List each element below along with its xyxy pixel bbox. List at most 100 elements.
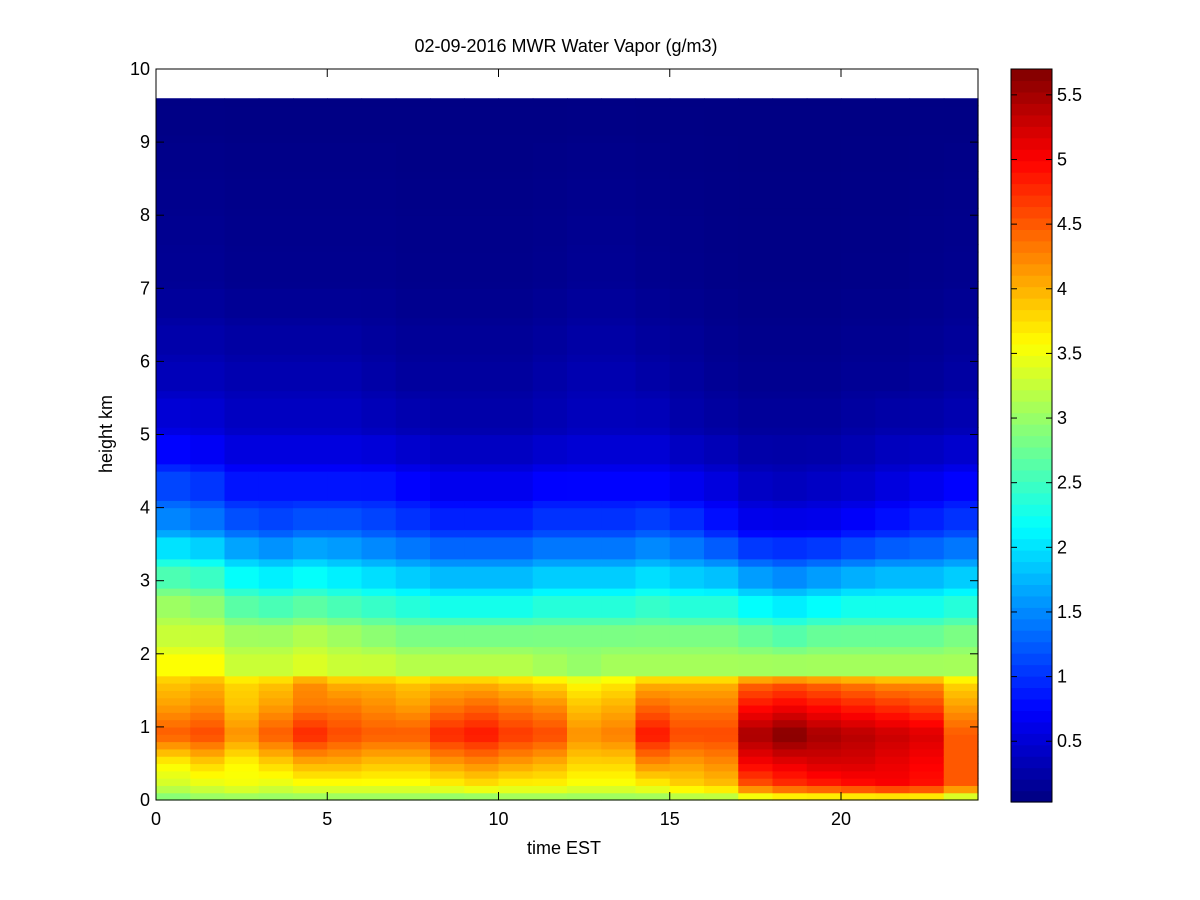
heatmap-cell xyxy=(909,207,945,216)
heatmap-cell xyxy=(738,588,774,596)
heatmap-cell xyxy=(635,171,671,180)
heatmap-cell xyxy=(841,712,876,721)
heatmap-cell xyxy=(224,471,260,501)
heatmap-cell xyxy=(156,653,191,677)
heatmap-cell xyxy=(704,588,739,596)
heatmap-cell xyxy=(635,500,671,509)
heatmap-cell xyxy=(361,134,397,143)
heatmap-cell xyxy=(909,463,945,472)
heatmap-cell xyxy=(601,507,637,531)
heatmap-cell xyxy=(532,317,568,326)
heatmap-cell xyxy=(395,427,431,436)
heatmap-cell xyxy=(327,434,363,465)
heatmap-cell xyxy=(190,171,226,180)
heatmap-cell xyxy=(190,317,226,326)
heatmap-cell xyxy=(464,529,500,538)
heatmap-cell xyxy=(224,624,260,648)
heatmap-cell xyxy=(190,748,226,757)
heatmap-cell xyxy=(430,142,465,172)
heatmap-cell xyxy=(498,756,534,765)
heatmap-cell xyxy=(841,726,876,735)
heatmap-cell xyxy=(875,792,911,801)
heatmap-cell xyxy=(258,98,294,107)
heatmap-cell xyxy=(258,434,294,465)
colorbar-segment xyxy=(1011,435,1052,448)
heatmap-cell xyxy=(943,354,979,362)
heatmap-cell xyxy=(875,434,911,465)
heatmap-cell xyxy=(293,280,328,289)
heatmap-cell xyxy=(909,785,945,794)
heatmap-cell xyxy=(601,624,637,648)
heatmap-cell xyxy=(464,558,500,567)
heatmap-cell xyxy=(772,471,808,501)
heatmap-cell xyxy=(395,792,431,801)
heatmap-cell xyxy=(224,529,260,538)
heatmap-cell xyxy=(258,280,294,289)
heatmap-cell xyxy=(498,536,534,560)
heatmap-cell xyxy=(464,251,500,282)
heatmap-cell xyxy=(293,105,328,136)
heatmap-cell xyxy=(738,595,774,618)
heatmap-cell xyxy=(224,712,260,721)
heatmap-cell xyxy=(361,244,397,253)
heatmap-cell xyxy=(841,792,876,801)
colorbar-tick-label: 5.5 xyxy=(1057,85,1082,105)
heatmap-cell xyxy=(704,171,739,180)
heatmap-cell xyxy=(875,646,911,655)
heatmap-cell xyxy=(875,178,911,209)
heatmap-cell xyxy=(772,588,808,596)
heatmap-cell xyxy=(601,98,637,107)
heatmap-cell xyxy=(293,712,328,721)
heatmap-cell xyxy=(943,507,979,531)
heatmap-cell xyxy=(395,178,431,209)
heatmap-cell xyxy=(635,558,671,567)
heatmap-cell xyxy=(258,251,294,282)
heatmap-cell xyxy=(464,792,500,801)
heatmap-cell xyxy=(806,712,842,721)
heatmap-cell xyxy=(669,785,705,794)
heatmap-cell xyxy=(224,778,260,786)
heatmap-cell xyxy=(293,675,328,684)
heatmap-cell xyxy=(841,361,876,392)
heatmap-cell xyxy=(875,726,911,735)
heatmap-cell xyxy=(224,207,260,216)
heatmap-cell xyxy=(395,317,431,326)
heatmap-cell xyxy=(361,390,397,399)
heatmap-cell xyxy=(156,397,191,428)
heatmap-cell xyxy=(943,558,979,567)
colorbar-segment xyxy=(1011,298,1052,311)
heatmap-cell xyxy=(875,683,911,691)
heatmap-cell xyxy=(395,244,431,253)
heatmap-cell xyxy=(395,683,431,691)
heatmap-cell xyxy=(875,536,911,560)
heatmap-cell xyxy=(772,251,808,282)
heatmap-cell xyxy=(532,134,568,143)
heatmap-cell xyxy=(156,215,191,246)
heatmap-cell xyxy=(875,675,911,684)
heatmap-cell xyxy=(464,690,500,699)
heatmap-cell xyxy=(395,288,431,319)
heatmap-cell xyxy=(841,558,876,567)
heatmap-cell xyxy=(567,624,602,648)
heatmap-cell xyxy=(635,463,671,472)
heatmap-cell xyxy=(430,697,465,706)
heatmap-cell xyxy=(738,178,774,209)
heatmap-cell xyxy=(327,566,363,589)
heatmap-cell xyxy=(567,653,602,677)
heatmap-cell xyxy=(841,719,876,728)
heatmap-cell xyxy=(738,251,774,282)
heatmap-cell xyxy=(498,354,534,362)
heatmap-cell xyxy=(395,763,431,772)
heatmap-cell xyxy=(806,397,842,428)
heatmap-cell xyxy=(327,427,363,436)
colorbar-tick-label: 4.5 xyxy=(1057,214,1082,234)
heatmap-cell xyxy=(669,536,705,560)
heatmap-cell xyxy=(395,171,431,180)
heatmap-cell xyxy=(395,105,431,136)
heatmap-cell xyxy=(532,207,568,216)
heatmap-cell xyxy=(498,244,534,253)
heatmap-cell xyxy=(395,361,431,392)
y-axis: 0 1 2 3 4 5 6 7 8 9 10 xyxy=(130,59,978,810)
heatmap-cell xyxy=(327,624,363,648)
heatmap-cell xyxy=(567,105,602,136)
